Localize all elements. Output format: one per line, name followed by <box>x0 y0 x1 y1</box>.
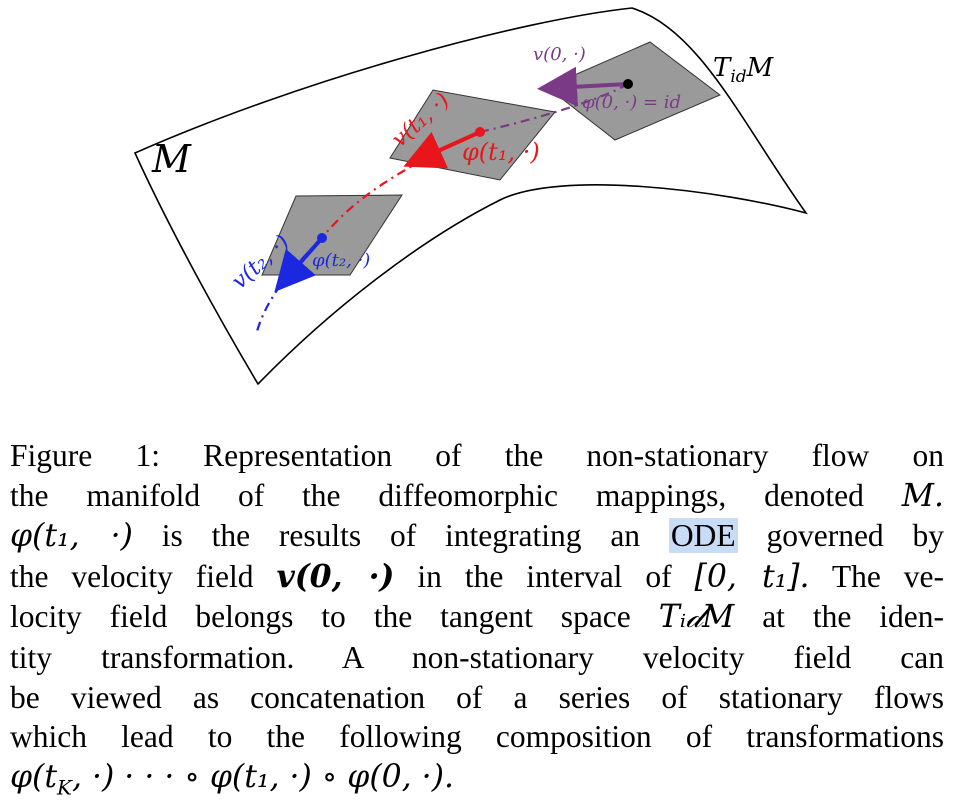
math-interval: [0, t₁]. <box>694 558 810 595</box>
figure-caption: Figure 1: Representation of the non-stat… <box>10 436 944 808</box>
caption-line-5: locity field belongs to the tangent spac… <box>10 597 944 638</box>
caption-line-7: be viewed as concatenation of a series o… <box>10 679 944 715</box>
math-composition: φ(tK, ·) · · · ∘ φ(t₁, ·) ∘ φ(0, ·). <box>10 758 454 800</box>
math-phi-t1: φ(t₁, ·) <box>10 518 133 555</box>
tangent-plane-id <box>546 41 721 141</box>
point-phi0 <box>623 79 633 89</box>
caption-figure-number: Figure 1: <box>10 438 160 473</box>
caption-line-9: φ(tK, ·) · · · ∘ φ(t₁, ·) ∘ φ(0, ·). <box>10 757 944 808</box>
caption-line-8: which lead to the following composition … <box>10 719 944 755</box>
highlighted-term-ode[interactable]: ODE <box>668 518 738 554</box>
phi2-label: φ(t₂, ·) <box>312 250 370 271</box>
trajectory-purple <box>479 83 629 134</box>
point-phi2 <box>317 233 327 243</box>
caption-line-3: φ(t₁, ·) is the results of integrating a… <box>10 516 944 557</box>
caption-text: is the results of integrating an <box>161 518 641 554</box>
caption-line-4: the velocity field v(0, ·) in the interv… <box>10 557 944 598</box>
point-phi1 <box>475 127 485 137</box>
velocity-arrow-t2 <box>274 236 324 293</box>
caption-text: Representation of the non-stationary flo… <box>203 438 945 473</box>
caption-line-6: tity transformation. A non-stationary ve… <box>10 639 944 675</box>
caption-text: locity field belongs to the tangent spac… <box>10 599 631 635</box>
manifold-figure: M TidM v(0, ·) φ(0, ·) = id v(t₁, ·) φ(t… <box>133 7 808 386</box>
manifold-surface <box>133 7 808 386</box>
math-velocity: v(0, ·) <box>276 557 395 595</box>
caption-text: in the interval of <box>417 558 672 594</box>
velocity-arrow-0 <box>537 66 629 107</box>
manifold-label: M <box>151 137 192 181</box>
v0-label: v(0, ·) <box>533 44 586 65</box>
caption-text: The ve- <box>831 558 945 594</box>
velocity-arrow-t1 <box>403 130 481 169</box>
caption-text: at the iden- <box>762 599 945 635</box>
phi1-label: φ(t₁, ·) <box>462 138 540 166</box>
manifold-symbol: M. <box>901 477 944 514</box>
caption-text: governed by <box>766 518 944 554</box>
caption-line-1: Figure 1: Representation of the non-stat… <box>10 436 944 476</box>
tangent-space-label: TidM <box>713 53 775 87</box>
math-tangent-space: Tᵢ𝒹M <box>658 599 735 636</box>
caption-text: the manifold of the diffeomorphic mappin… <box>10 477 864 513</box>
caption-line-2: the manifold of the diffeomorphic mappin… <box>10 476 944 517</box>
phi0-label: φ(0, ·) = id <box>582 92 681 113</box>
caption-text: the velocity field <box>10 558 254 594</box>
